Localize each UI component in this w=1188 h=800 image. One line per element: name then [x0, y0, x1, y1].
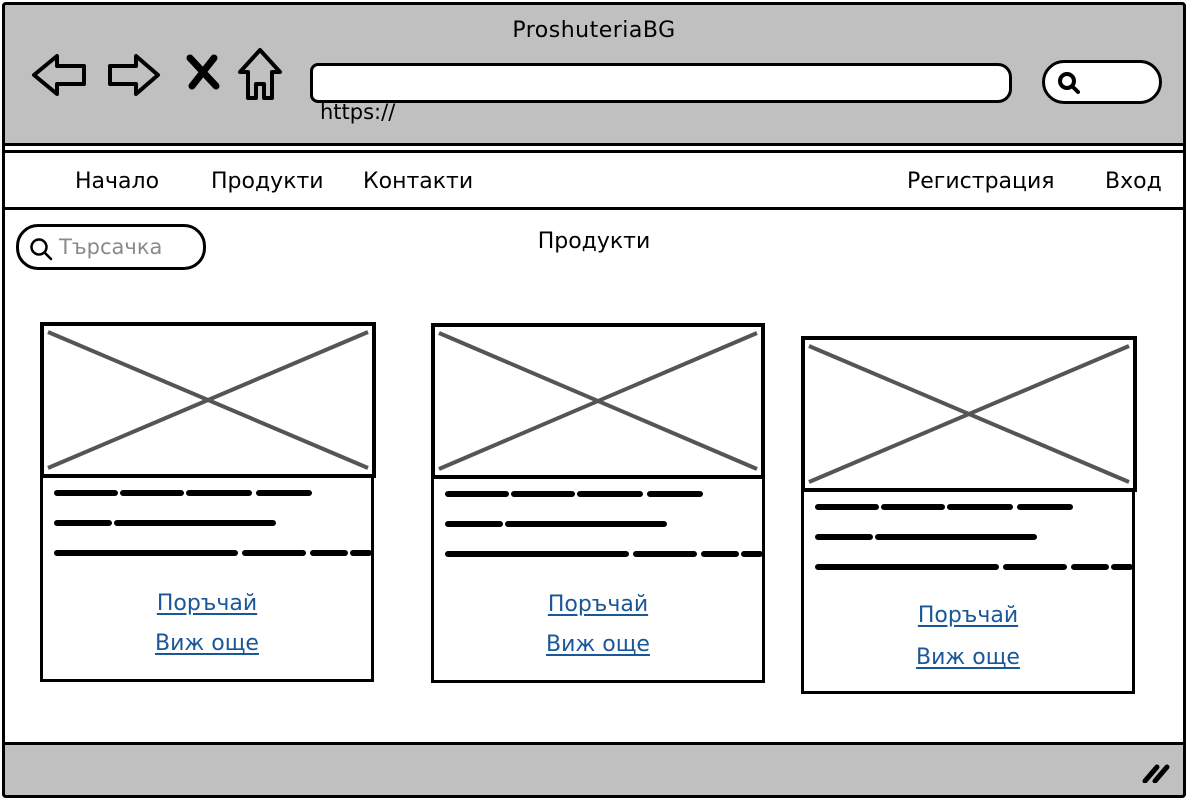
browser-search-button[interactable] [1042, 60, 1162, 104]
order-button[interactable]: Поръчай [434, 592, 762, 617]
product-description-scribble [814, 499, 1134, 579]
nav-link-contacts[interactable]: Контакти [363, 169, 473, 194]
product-description-scribble [53, 485, 373, 565]
window-title: ProshuteriaBG [5, 18, 1183, 43]
view-more-link[interactable]: Виж още [804, 645, 1132, 670]
close-icon[interactable] [186, 54, 220, 90]
product-image-placeholder [801, 336, 1137, 492]
resize-grip-icon[interactable] [1141, 761, 1171, 783]
status-bar [2, 742, 1186, 798]
product-card: Поръчай Виж още [431, 323, 765, 683]
forward-arrow-icon[interactable] [106, 52, 162, 98]
product-card: Поръчай Виж още [40, 322, 374, 682]
page-title: Продукти [0, 229, 1188, 254]
product-description-scribble [444, 486, 764, 566]
nav-link-products[interactable]: Продукти [211, 169, 324, 194]
view-more-link[interactable]: Виж още [434, 632, 762, 657]
order-button[interactable]: Поръчай [804, 603, 1132, 628]
back-arrow-icon[interactable] [30, 52, 88, 98]
view-more-link[interactable]: Виж още [43, 631, 371, 656]
product-image-placeholder [431, 323, 765, 479]
product-image-placeholder [40, 322, 376, 478]
nav-link-register[interactable]: Регистрация [907, 169, 1055, 194]
nav-link-login[interactable]: Вход [1105, 169, 1162, 194]
nav-link-home[interactable]: Начало [75, 169, 159, 194]
product-card: Поръчай Виж още [801, 336, 1135, 694]
home-icon[interactable] [236, 46, 284, 102]
search-icon [1057, 71, 1081, 95]
address-bar[interactable] [310, 63, 1012, 103]
site-nav-bar: Начало Продукти Контакти Регистрация Вхо… [2, 150, 1186, 210]
address-bar-text: https:// [320, 100, 395, 124]
order-button[interactable]: Поръчай [43, 591, 371, 616]
